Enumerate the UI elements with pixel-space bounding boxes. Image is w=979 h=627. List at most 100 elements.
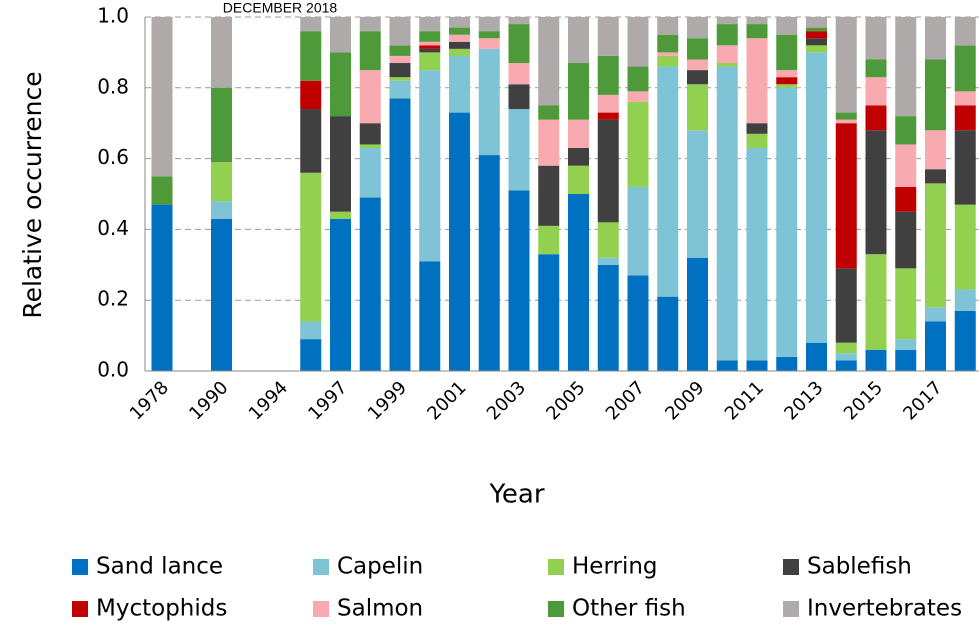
bar-segment (746, 24, 768, 39)
legend-swatch (72, 559, 88, 575)
bar-segment (627, 186, 649, 276)
x-tick-label: 1994 (245, 377, 292, 424)
x-tick-label: 2009 (661, 377, 708, 424)
bar-segment (746, 147, 768, 361)
bar-segment (597, 222, 619, 258)
bar-segment (776, 17, 798, 35)
x-tick-label: 2015 (840, 377, 887, 424)
bar-segment (419, 70, 441, 262)
bar-segment (835, 123, 857, 269)
bar-segment (597, 17, 619, 56)
legend-label: Sablefish (807, 554, 912, 580)
x-tick-label: 2013 (780, 377, 827, 424)
legend-swatch (783, 601, 799, 617)
bar-segment (538, 105, 560, 120)
bar-segment (687, 84, 708, 131)
bar-segment (330, 116, 351, 212)
bar-segment (716, 45, 738, 64)
x-tick-label: 1978 (126, 377, 173, 424)
bar-segment (835, 360, 857, 371)
legend-label: Invertebrates (807, 596, 962, 622)
bar-segment (627, 66, 649, 92)
y-axis-title: Relative occurrence (18, 71, 47, 318)
bar-segment (776, 77, 798, 85)
bar-segment (657, 34, 679, 53)
bar-segment (419, 48, 441, 53)
bar-segment (449, 17, 470, 28)
bar-segment (478, 48, 500, 156)
bar-segment (716, 63, 738, 67)
bar-segment (300, 31, 322, 81)
bar-segment (330, 17, 351, 53)
bar-segment (151, 17, 173, 177)
bar-segment (716, 66, 738, 361)
bar-segment (597, 264, 619, 371)
bar-segment (776, 70, 798, 78)
bar-segment (865, 254, 887, 350)
bar-segment (925, 183, 946, 308)
legend-label: Herring (572, 554, 658, 580)
bar-segment (716, 360, 738, 371)
bar-segment (359, 17, 381, 32)
bar-segment (300, 109, 322, 173)
bar-segment (449, 27, 470, 35)
bar-segment (627, 275, 649, 371)
bar-segment (211, 17, 232, 88)
bar-segment (687, 38, 708, 60)
x-tick-label: 2005 (542, 377, 589, 424)
bar-segment (806, 342, 827, 371)
bar-segment (568, 194, 589, 371)
bar-segment (657, 55, 679, 67)
bar-segment (359, 197, 381, 371)
bar-segment (478, 17, 500, 32)
bar-segment (300, 80, 322, 110)
x-axis-title: Year (488, 480, 544, 510)
bar-segment (835, 342, 857, 354)
bar-segment (627, 17, 649, 67)
x-tick-label: 2003 (483, 377, 530, 424)
bar-segment (806, 17, 827, 28)
bar-segment (568, 17, 589, 64)
legend-swatch (548, 601, 564, 617)
bar-segment (449, 112, 470, 371)
bar-segment (895, 17, 917, 117)
bar-segment (211, 162, 232, 202)
bar-segment (865, 59, 887, 78)
bar-segment (597, 119, 619, 223)
bar-segment (746, 38, 768, 124)
bar-segment (300, 17, 322, 32)
bar-segment (687, 17, 708, 39)
bar-segment (568, 119, 589, 148)
bar-segment (389, 45, 411, 56)
bar-segment (835, 112, 857, 120)
bar-segment (151, 204, 173, 371)
bar-segment (627, 101, 649, 187)
y-tick-label: 0.8 (97, 74, 129, 98)
bar-segment (835, 17, 857, 113)
bar-segment (776, 34, 798, 71)
bar-segment (657, 17, 679, 35)
bar-segment (389, 63, 411, 78)
legend-swatch (783, 559, 799, 575)
bar-segment (478, 155, 500, 371)
bar-segment (954, 289, 976, 311)
bar-segment (776, 87, 798, 357)
bar-segment (627, 91, 649, 102)
chart-title: DECEMBER 2018 (223, 0, 338, 16)
bar-segment (359, 147, 381, 198)
bar-segment (806, 38, 827, 46)
bar-segment (776, 84, 798, 88)
bar-segment (330, 218, 351, 371)
legend-label: Myctophids (96, 596, 227, 622)
bar-segment (597, 55, 619, 95)
bar-segment (895, 116, 917, 145)
bar-segment (954, 105, 976, 131)
bar-segment (954, 130, 976, 205)
bar-segment (597, 257, 619, 265)
bar-segment (895, 211, 917, 269)
bar-segment (865, 349, 887, 371)
x-tick-label: 1990 (185, 377, 232, 424)
bar-segment (657, 296, 679, 371)
bar-segment (389, 80, 411, 99)
